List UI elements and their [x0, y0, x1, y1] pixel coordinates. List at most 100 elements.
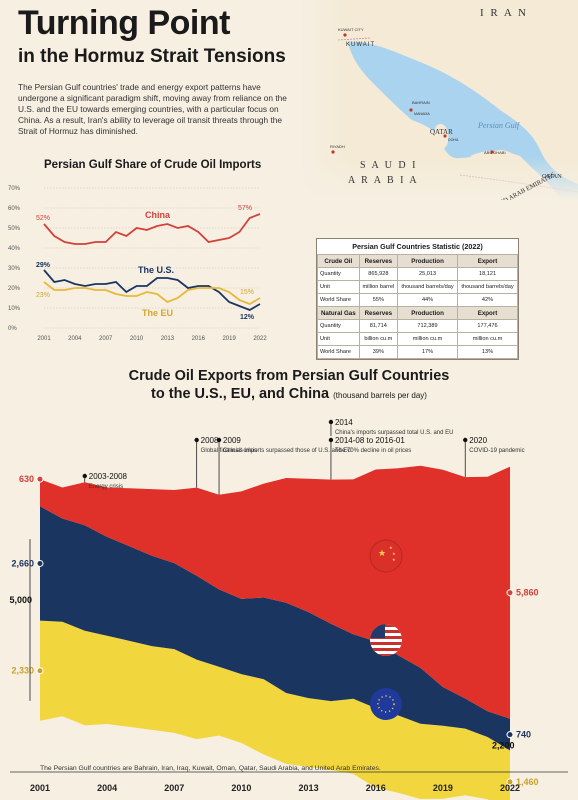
share-xtick-label: 2004: [68, 336, 82, 342]
left-value-label: 2,330: [11, 666, 34, 676]
right-value-dot: [506, 778, 514, 786]
stats-header-row: Natural Gas Reserves Production Export: [317, 306, 518, 320]
china-flag-icon: ★ ★ ★ ★: [369, 539, 403, 573]
stats-header-cell: Production: [397, 306, 459, 320]
annotation-year: 2003-2008: [89, 472, 128, 481]
annotation-year: 2020: [469, 436, 487, 445]
share-ytick-label: 30%: [8, 266, 21, 272]
stats-cell: 13%: [457, 345, 518, 359]
right-value-label: 740: [516, 730, 531, 740]
share-xtick-label: 2016: [192, 336, 206, 342]
label-eu: The EU: [142, 308, 173, 318]
share-xtick-label: 2019: [222, 336, 236, 342]
stats-row: Unit billion cu.m million cu.m million cu.m: [317, 332, 518, 346]
stats-header-row: Crude Oil Reserves Production Export: [317, 254, 518, 268]
exports-xtick-label: 2010: [231, 783, 251, 793]
stats-cell: 712,389: [397, 319, 459, 333]
exports-chart-title-line2: to the U.S., EU, and China (thousand bar…: [0, 385, 578, 405]
map-label-manama: MANAMA: [414, 112, 430, 116]
exports-xtick-label: 2007: [164, 783, 184, 793]
share-line-eu: [43, 281, 261, 305]
annotation-year: 2014: [335, 418, 353, 427]
stats-table: Persian Gulf Countries Statistic (2022) …: [317, 239, 518, 359]
label-eu-end: 15%: [240, 289, 254, 296]
label-eu-start: 23%: [36, 292, 50, 299]
annotation-dot: [194, 437, 199, 443]
stats-cell: million barrel: [358, 280, 399, 294]
share-chart-title: Persian Gulf Share of Crude Oil Imports: [44, 159, 262, 171]
stats-header-cell: Reserves: [358, 254, 399, 268]
right-value-dot: [506, 589, 514, 597]
right-value-label: 1,460: [516, 777, 539, 787]
intro-text: The Persian Gulf countries' trade and en…: [18, 82, 287, 136]
exports-chart: 2003-2008 Energy crisis 2008 Global financi…: [9, 418, 568, 800]
label-us-start: 29%: [36, 262, 51, 269]
stats-row: Unit million barrel thousand barrels/day th…: [317, 280, 518, 294]
share-ytick-label: 0%: [8, 326, 17, 332]
share-xtick-label: 2001: [37, 336, 51, 342]
annotation-dot: [82, 473, 87, 479]
svg-text:★: ★: [392, 551, 396, 556]
exports-xtick-label: 2004: [97, 783, 117, 793]
annotation-text: Global financial crisis: [201, 448, 257, 454]
svg-text:★: ★: [389, 545, 393, 550]
china-area: [40, 465, 510, 719]
share-chart: 0% 10% 20% 30% 40% 50% 60% 70% 2001 2004 2007 2010 2…: [8, 186, 267, 342]
stats-cell: 177,476: [457, 319, 518, 333]
stats-header-cell: Export: [457, 306, 518, 320]
stats-cell: 42%: [457, 293, 518, 307]
label-china: China: [145, 210, 171, 220]
stats-cell: 18,121: [457, 267, 518, 281]
annotation-text: Energy crisis: [89, 484, 123, 490]
share-line-china: [43, 213, 261, 245]
map-label-doha: DOHA: [448, 138, 459, 142]
stats-cell: 25,013: [397, 267, 459, 281]
svg-text:★: ★: [378, 548, 386, 558]
eu-flag-icon: [370, 688, 402, 720]
stats-cell: World Share: [317, 293, 360, 307]
stats-cell: 81,714: [358, 319, 399, 333]
right-total-label: 2,200: [492, 741, 515, 751]
stats-cell: 865,928: [358, 267, 399, 281]
stats-cell: million cu.m: [457, 332, 518, 346]
share-ytick-label: 40%: [8, 246, 21, 252]
map-label-arabia: A R A B I A: [348, 175, 419, 186]
annotation-text: China's imports surpassed total U.S. and…: [335, 430, 454, 436]
share-ytick-label: 60%: [8, 206, 21, 212]
right-value-label: 5,860: [516, 588, 539, 598]
map-label-kuwait-city: KUWAIT CITY: [338, 27, 364, 32]
annotation-year: 2014-08 to 2016-01: [335, 436, 405, 445]
stats-row: World Share 55% 44% 42%: [317, 293, 518, 307]
stats-cell: 55%: [358, 293, 399, 307]
stats-table-box: Persian Gulf Countries Statistic (2022) …: [316, 238, 519, 360]
label-china-end: 57%: [238, 205, 252, 212]
stats-row: World Share 39% 17% 13%: [317, 345, 518, 359]
exports-xtick-label: 2001: [30, 783, 50, 793]
label-us: The U.S.: [138, 265, 174, 275]
stats-cell: 39%: [358, 345, 399, 359]
stats-cell: Quantity: [317, 267, 360, 281]
map-label-abu-dhabi: ABU DHABI: [484, 150, 506, 155]
stats-cell: 44%: [397, 293, 459, 307]
exports-xtick-label: 2022: [500, 783, 520, 793]
share-ytick-label: 50%: [8, 226, 21, 232]
annotation-year: 2008: [201, 436, 219, 445]
exports-chart-title-line1: Crude Oil Exports from Persian Gulf Coun…: [128, 368, 450, 384]
stats-header-cell: Natural Gas: [317, 306, 360, 320]
stats-header-cell: Reserves: [358, 306, 399, 320]
exports-footnote: The Persian Gulf countries are Bahrain, …: [40, 765, 381, 772]
left-value-dot: [36, 475, 44, 483]
share-xtick-label: 2010: [130, 336, 144, 342]
stats-cell: billion cu.m: [358, 332, 399, 346]
left-value-dot: [36, 667, 44, 675]
map-label-gulf: Persian Gulf: [477, 121, 521, 130]
us-flag-icon: [370, 624, 402, 656]
svg-text:★: ★: [392, 557, 396, 562]
map-label-saudi: S A U D I: [360, 160, 417, 171]
page-title: Turning Point: [18, 4, 230, 42]
stats-cell: Quantity: [317, 319, 360, 333]
page-subtitle: in the Hormuz Strait Tensions: [18, 46, 286, 67]
annotation-dot: [328, 419, 334, 425]
share-ytick-label: 10%: [8, 306, 21, 312]
stats-row: Quantity 81,714 712,389 177,476: [317, 319, 518, 333]
